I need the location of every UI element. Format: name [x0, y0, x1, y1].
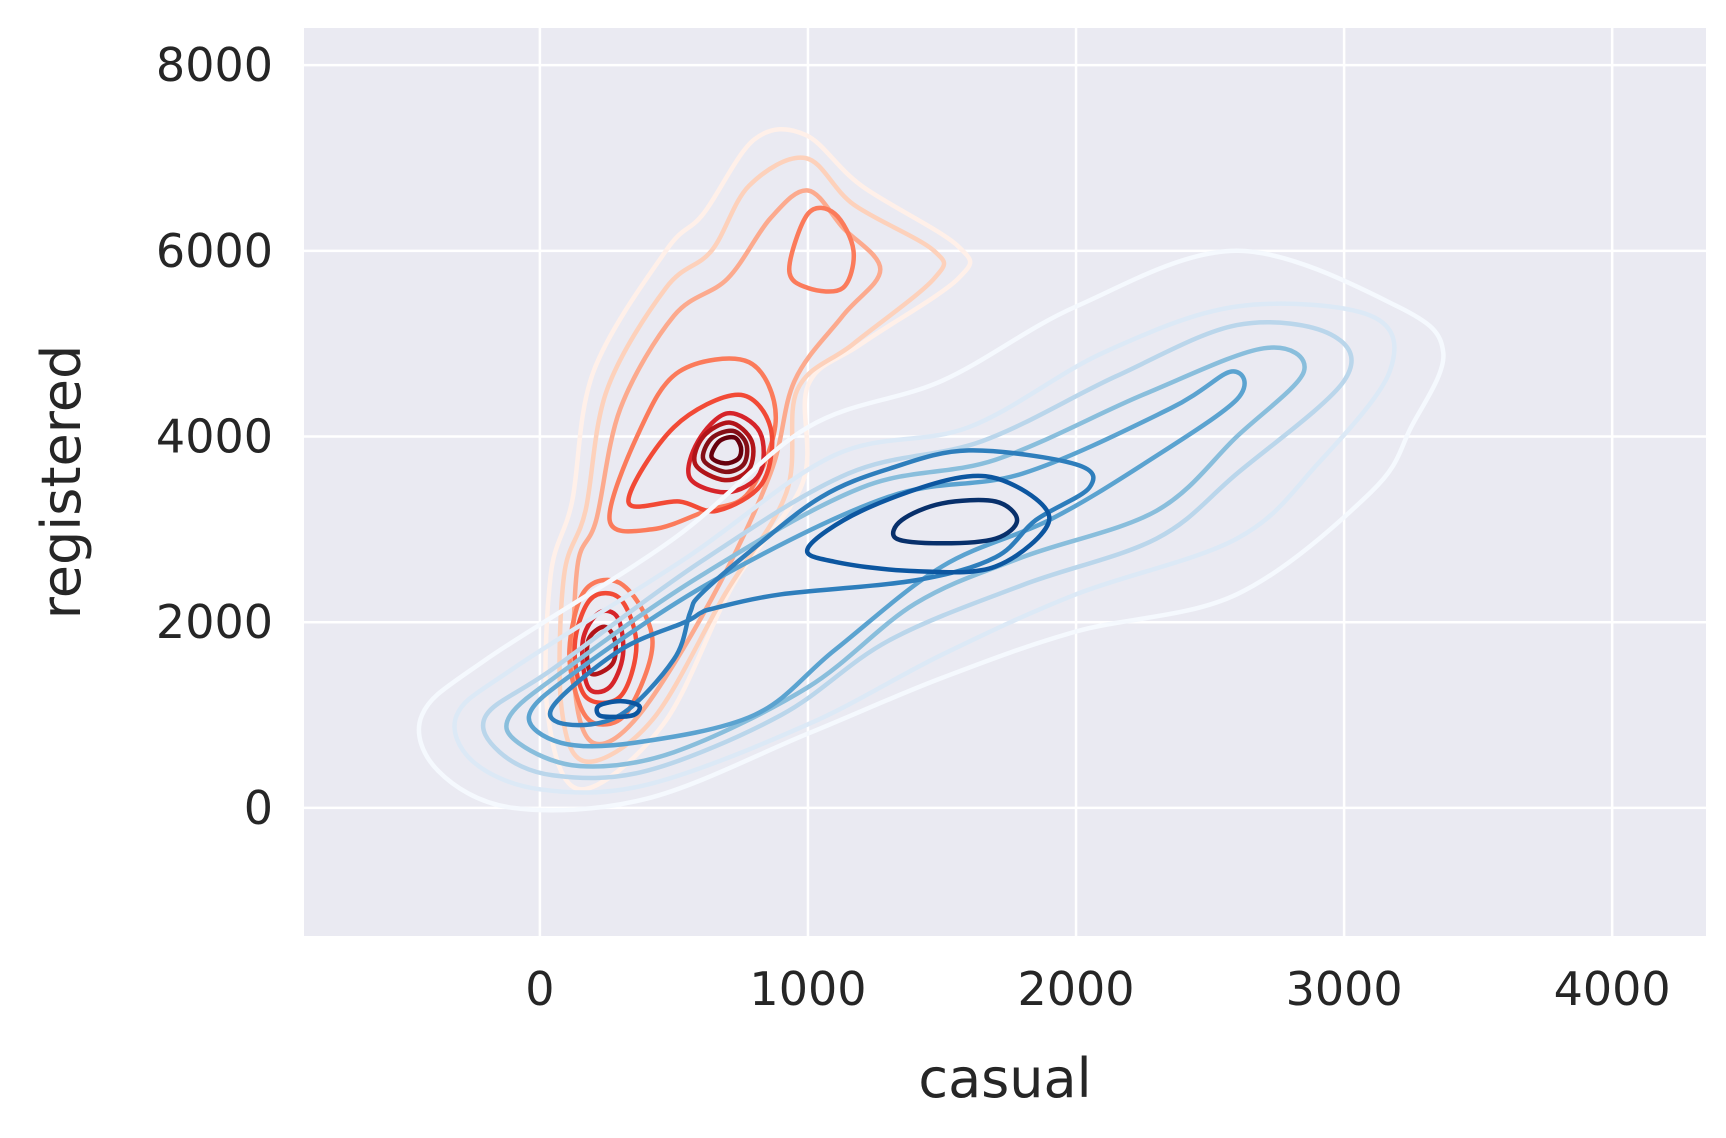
y-axis-label: registered [30, 345, 93, 620]
contour-line-blues-8 [890, 497, 1020, 546]
x-tick-label: 2000 [1017, 962, 1134, 1016]
contour-line-reds-0 [543, 127, 973, 792]
contour-layer [416, 127, 1446, 813]
y-tick-labels: 0 2000 4000 6000 8000 [156, 38, 273, 835]
contour-line-blues-6 [804, 473, 1052, 575]
contour-line-reds-2 [571, 188, 883, 747]
contour-line-blues-3 [504, 345, 1307, 769]
contour-line-blues-2 [480, 320, 1354, 781]
x-tick-label: 1000 [749, 962, 866, 1016]
y-tick-label: 6000 [156, 224, 273, 278]
contour-line-blues-7 [594, 698, 643, 720]
y-tick-label: 2000 [156, 595, 273, 649]
contour-line-reds-3 [607, 356, 779, 534]
x-tick-labels: 0 1000 2000 3000 4000 [525, 962, 1670, 1016]
contour-line-blues-0 [416, 248, 1446, 813]
contour-line-reds-12 [700, 428, 750, 475]
y-tick-label: 4000 [156, 410, 273, 464]
y-tick-label: 0 [244, 781, 273, 835]
x-axis-label: casual [918, 1047, 1091, 1110]
contour-line-blues-1 [452, 301, 1397, 795]
contour-series-blues [416, 248, 1446, 813]
y-tick-label: 8000 [156, 38, 273, 92]
contour-line-blues-5 [547, 448, 1096, 728]
x-tick-label: 4000 [1554, 962, 1671, 1016]
grid-lines [304, 28, 1706, 936]
contour-line-reds-10 [692, 420, 756, 483]
x-tick-label: 0 [525, 962, 554, 1016]
contour-line-blues-4 [526, 369, 1247, 749]
x-tick-label: 3000 [1286, 962, 1403, 1016]
contour-line-reds-6 [626, 392, 775, 514]
contour-line-reds-13 [709, 434, 744, 466]
contour-line-reds-1 [557, 155, 947, 764]
contour-line-reds-9 [580, 608, 626, 695]
contour-line-reds-4 [786, 205, 857, 294]
